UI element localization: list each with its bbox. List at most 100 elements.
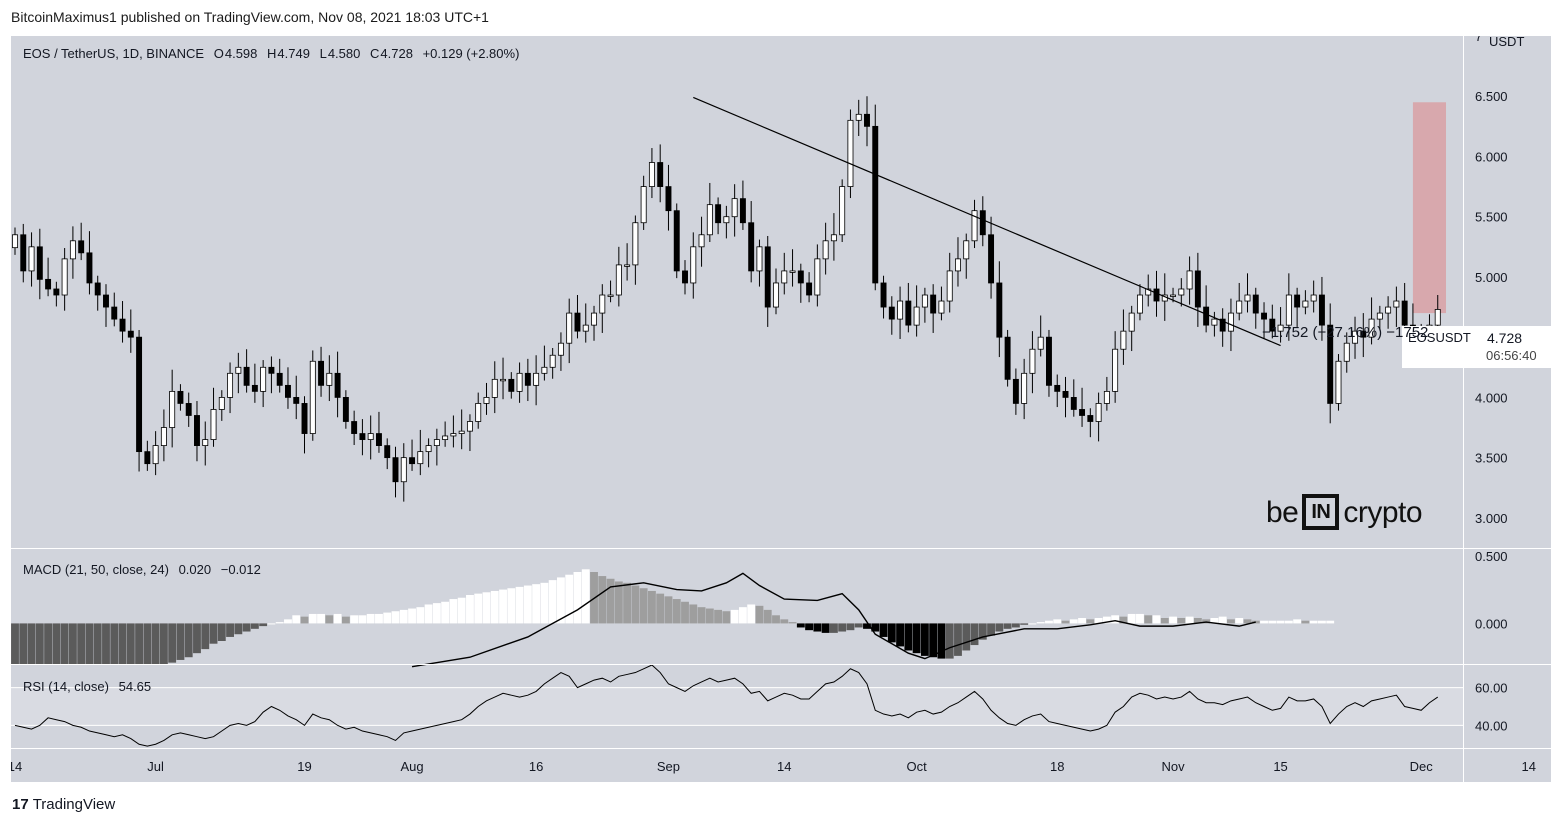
macd-histogram-bar [1193,618,1202,624]
rsi-pane [11,664,1463,747]
macd-histogram-bar [714,609,723,624]
candle-body-down [806,282,813,296]
candle-body-up [591,312,597,326]
candle-body-up [218,397,225,410]
candle [682,260,688,295]
candle [1285,273,1292,341]
price-tick-label: 5.000 [1475,270,1508,285]
candle [1294,287,1301,327]
candle-body-up [1302,300,1309,308]
chart-canvas[interactable]: 76.5006.0005.5005.0004.5004.0003.5003.00… [11,36,1551,782]
macd-histogram-bar [399,609,408,624]
candle [607,280,614,303]
candle-body-up [235,366,242,374]
macd-histogram-bar [705,608,714,624]
macd-histogram-bar [292,615,301,624]
macd-histogram-bar [193,623,201,654]
macd-histogram-bar [1152,615,1161,624]
tradingview-brand[interactable]: 17 TradingView [12,796,115,813]
candle-body-up [533,372,540,386]
candle-body-down [930,294,937,314]
macd-histogram-bar [1094,618,1103,624]
candle-body-up [566,312,573,344]
candle [409,439,416,471]
pane-divider-macd[interactable] [11,548,1551,549]
candle-body-down [293,397,300,404]
candle-body-down [111,306,118,320]
macd-histogram-bar [325,615,334,624]
candle-body-down [185,403,192,416]
macd-histogram-bar [168,623,177,663]
candle [78,222,85,261]
rsi-tick-label: 40.00 [1475,718,1508,733]
candle-body-down [136,336,143,453]
macd-histogram-bar [375,613,383,624]
candle [582,303,589,343]
candle-body-up [1310,294,1317,302]
macd-histogram-bar [176,623,185,660]
candle [111,292,118,327]
macd-histogram-bar [482,592,491,624]
chart-frame[interactable]: 76.5006.0005.5005.0004.5004.0003.5003.00… [11,36,1551,782]
candle [624,243,631,281]
candle-body-up [475,403,482,422]
candle [28,232,35,287]
macd-histogram-bar [1003,623,1012,629]
macd-legend-v2: −0.012 [220,562,261,577]
candle-body-up [648,162,655,187]
candle [1368,297,1375,345]
time-tick-label: 16 [529,759,543,774]
macd-histogram-bar [1177,618,1186,624]
time-tick-label: 14 [777,759,791,774]
macd-histogram-bar [962,623,971,651]
macd-histogram-bar [391,611,400,624]
macd-histogram-bar [879,623,888,637]
time-tick-label: Nov [1161,759,1185,774]
tradingview-logo-icon: 17 [12,796,29,813]
candle [524,358,531,402]
candle-body-up [698,234,705,248]
candle-body-up [1352,330,1358,344]
candle [69,226,76,279]
candle-body-up [1211,318,1218,326]
candle-body-down [384,445,391,459]
macd-histogram-bar [805,623,814,631]
candle-body-down [797,270,804,284]
candle [541,345,548,381]
candle [1004,329,1011,387]
macd-histogram-bar [672,599,681,624]
candle [1046,329,1052,397]
legend-open-label: O [213,46,224,61]
candle [665,164,672,231]
candle-body-up [855,113,862,121]
macd-histogram-bar [920,623,929,656]
macd-histogram-bar [1045,620,1053,624]
pane-divider-rsi[interactable] [11,664,1551,665]
candle-body-up [260,366,267,392]
candle-body-down [392,457,399,483]
macd-histogram-bar [1235,618,1244,624]
rsi-legend[interactable]: RSI (14, close) 54.65 [23,679,151,694]
macd-histogram-bar [1111,615,1120,624]
candle [160,409,167,462]
candle [483,382,490,415]
candle-body-up [607,294,614,297]
price-pane [12,96,1447,502]
candle [549,348,556,379]
macd-legend[interactable]: MACD (21, 50, close, 24) 0.020 −0.012 [23,562,261,577]
macd-histogram-bar [85,623,94,664]
macd-histogram-bar [515,586,524,624]
candle [723,205,730,239]
candle [839,179,846,243]
candle-body-up [1103,390,1110,404]
macd-histogram-bar [780,619,789,624]
main-legend[interactable]: EOS / TetherUS, 1D, BINANCE O4.598 H4.74… [23,46,519,61]
macd-histogram-bar [738,607,747,624]
candle [1054,374,1061,408]
candle [830,213,837,261]
macd-histogram-bar [772,615,780,624]
candle-body-up [326,372,333,386]
symbol-price-label: EOSUSDT 4.728 06:56:40 [1402,326,1551,368]
macd-histogram-bar [11,623,19,664]
candle [1277,307,1284,343]
